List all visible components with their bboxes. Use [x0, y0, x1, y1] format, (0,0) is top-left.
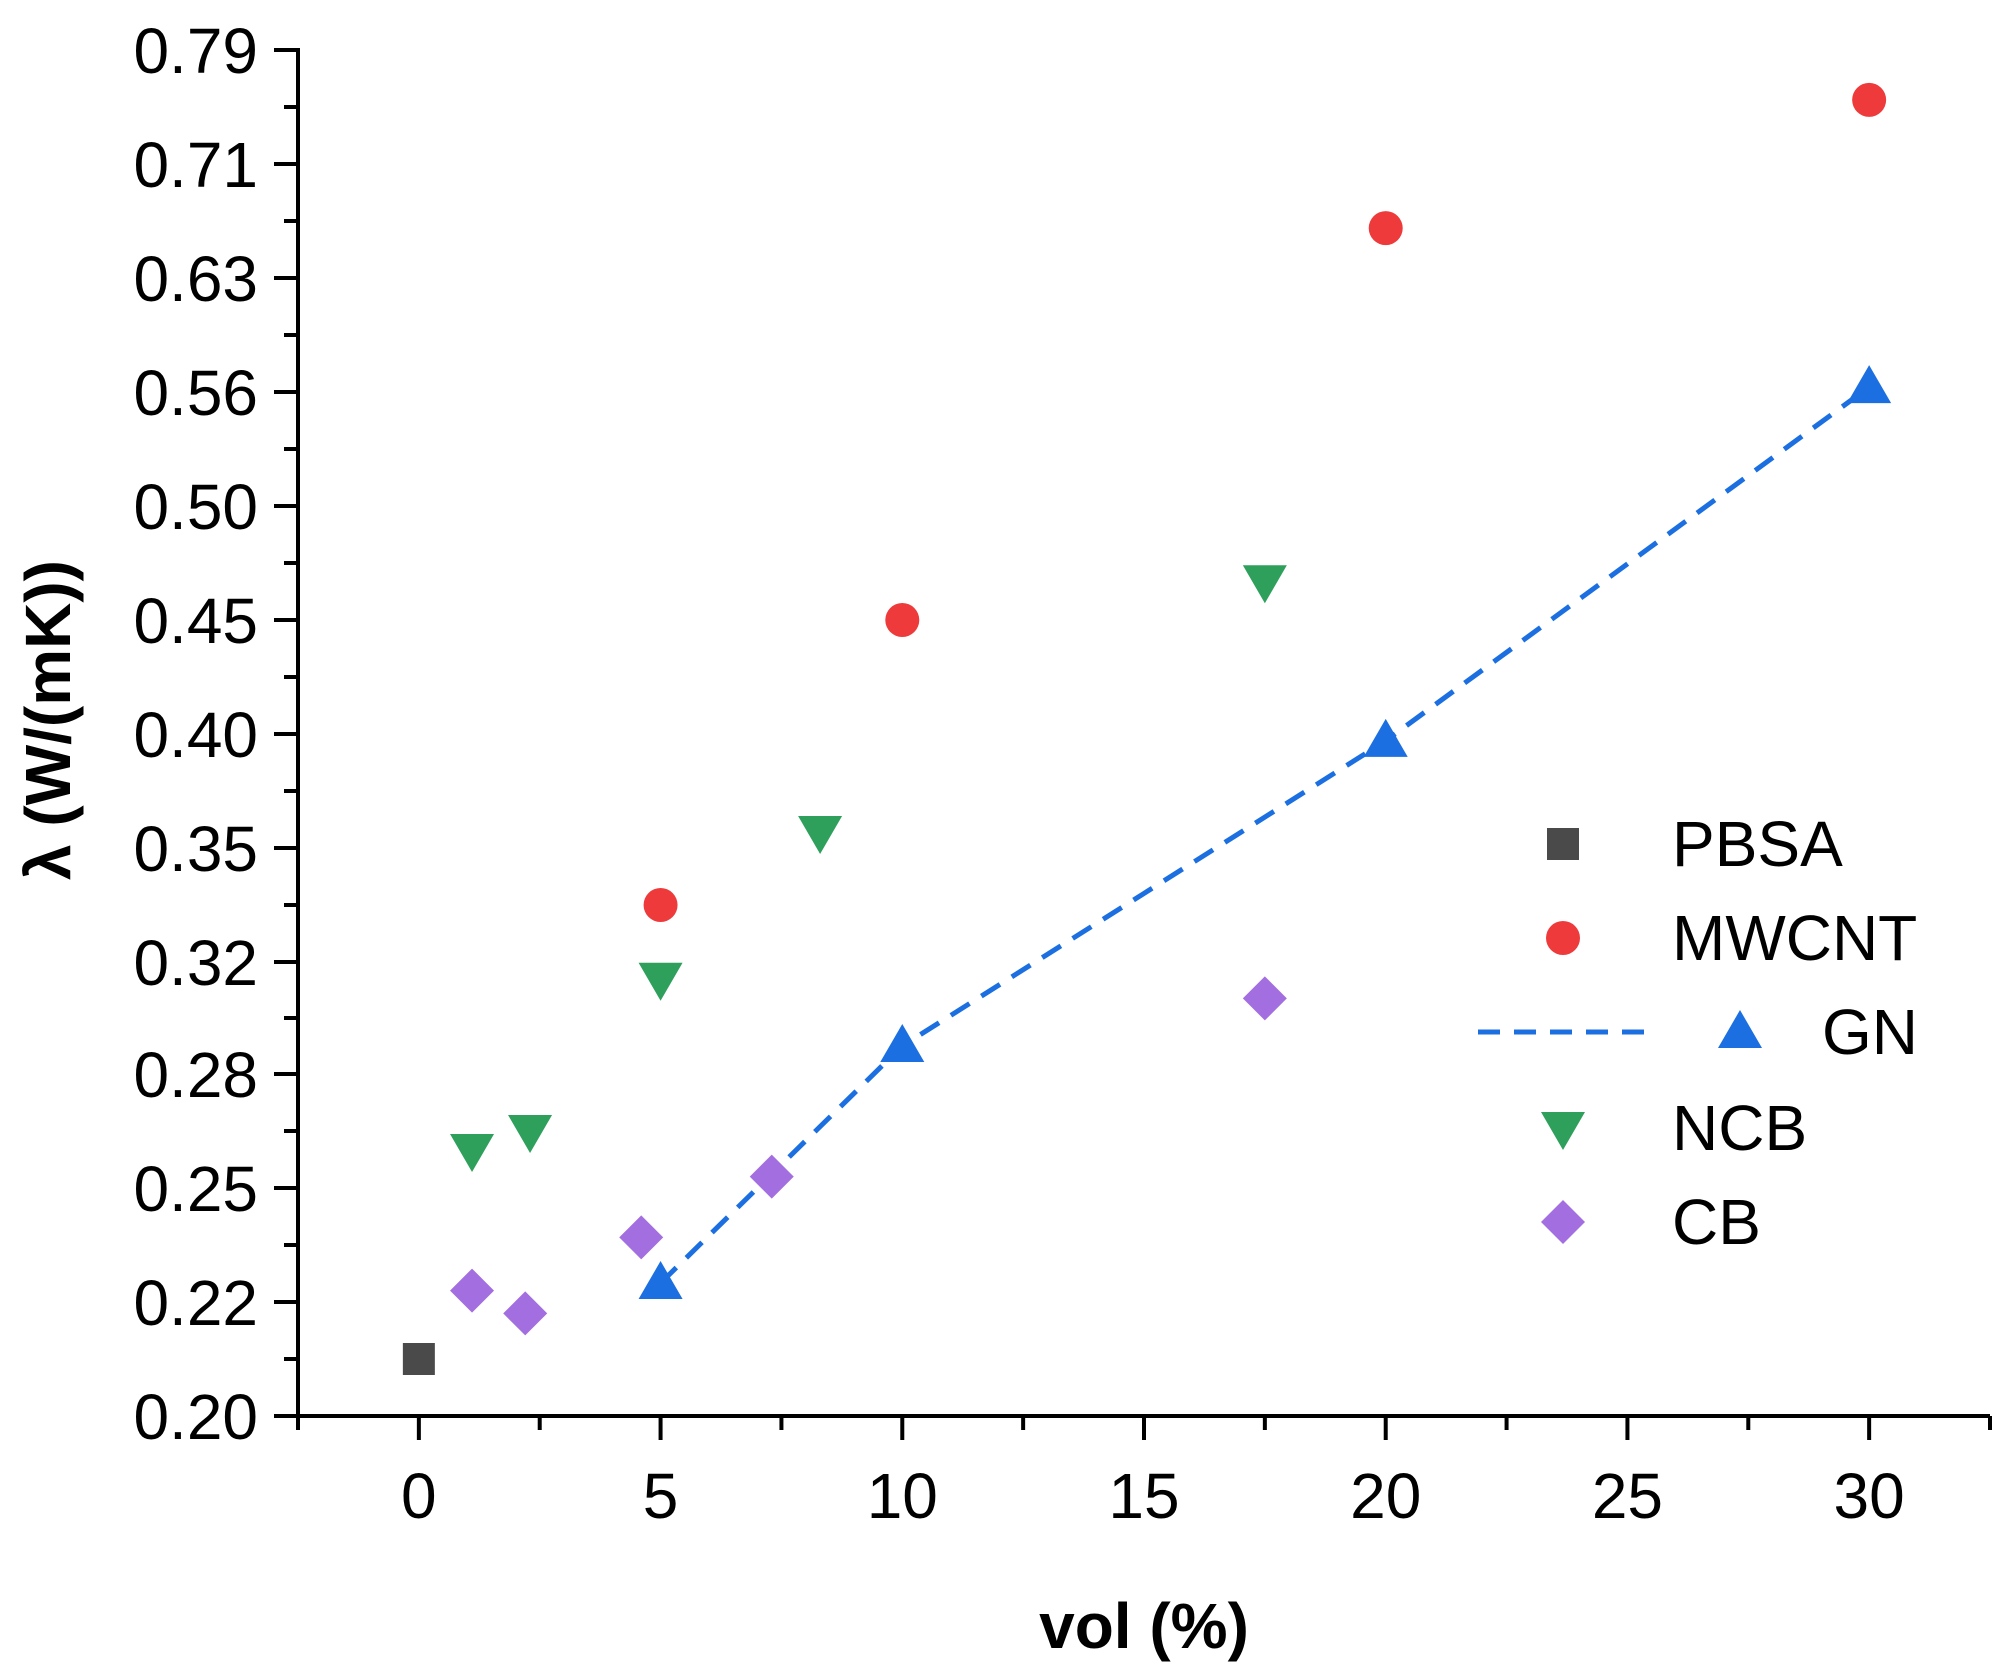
legend-ncb-marker	[1541, 1112, 1585, 1150]
legend-mwcnt-label: MWCNT	[1672, 902, 1917, 974]
gn-point	[638, 1261, 683, 1299]
y-tick-label: 0.79	[133, 15, 258, 87]
ncb-point	[1242, 565, 1287, 604]
y-axis-title: λ (W/(mK))	[12, 560, 84, 880]
gn-dashed-line	[658, 385, 1871, 1285]
x-tick-label: 10	[867, 1460, 938, 1532]
y-tick-label: 0.40	[133, 699, 258, 771]
mwcnt-point	[885, 603, 920, 637]
cb-point	[1242, 976, 1287, 1021]
x-tick-label: 30	[1834, 1460, 1905, 1532]
y-tick-label: 0.20	[133, 1381, 258, 1453]
legend-gn-marker	[1718, 1010, 1762, 1048]
cb-point	[450, 1268, 495, 1313]
y-tick-label: 0.35	[133, 813, 258, 885]
legend-ncb-label: NCB	[1672, 1092, 1807, 1164]
legend-gn-label: GN	[1822, 996, 1918, 1068]
gn-point	[1847, 365, 1892, 404]
x-tick-label: 0	[401, 1460, 437, 1532]
gn-point	[880, 1024, 925, 1062]
cb-point	[619, 1215, 664, 1260]
mwcnt-point	[1852, 82, 1887, 117]
x-tick-label: 25	[1592, 1460, 1663, 1532]
x-axis-title: vol (%)	[1039, 1590, 1249, 1662]
legend-pbsa-label: PBSA	[1672, 808, 1843, 880]
gn-point	[1363, 718, 1408, 757]
cb-point	[749, 1154, 794, 1199]
cb-point	[503, 1291, 548, 1336]
fit-lines	[658, 385, 1871, 1285]
y-tick-label: 0.32	[133, 927, 258, 999]
data-points	[402, 82, 1892, 1375]
x-tick-label: 15	[1108, 1460, 1179, 1532]
mwcnt-point	[1368, 211, 1403, 246]
y-tick-label: 0.71	[133, 129, 258, 201]
y-tick-label: 0.25	[133, 1153, 258, 1225]
legend-cb-marker	[1541, 1200, 1585, 1244]
legend-cb-label: CB	[1672, 1186, 1761, 1258]
ncb-point	[508, 1115, 553, 1153]
y-tick-label: 0.50	[133, 471, 258, 543]
y-tick-label: 0.28	[133, 1039, 258, 1111]
y-tick-label: 0.45	[133, 585, 258, 657]
y-tick-label: 0.63	[133, 243, 258, 315]
legend-mwcnt-marker	[1546, 921, 1580, 955]
pbsa-point	[402, 1343, 435, 1375]
legend-pbsa-marker	[1547, 828, 1579, 860]
x-tick-label: 5	[643, 1460, 679, 1532]
ncb-point	[450, 1134, 495, 1172]
ncb-point	[638, 962, 683, 1001]
x-tick-label: 20	[1350, 1460, 1421, 1532]
y-tick-label: 0.56	[133, 357, 258, 429]
mwcnt-point	[643, 888, 678, 922]
ticks: 0 5 10 15 20 25 30 0.20 0.22 0.25 0.28 0.32 0.35 0.40…	[133, 15, 1992, 1532]
ncb-point	[798, 816, 843, 855]
y-tick-label: 0.22	[133, 1267, 258, 1339]
